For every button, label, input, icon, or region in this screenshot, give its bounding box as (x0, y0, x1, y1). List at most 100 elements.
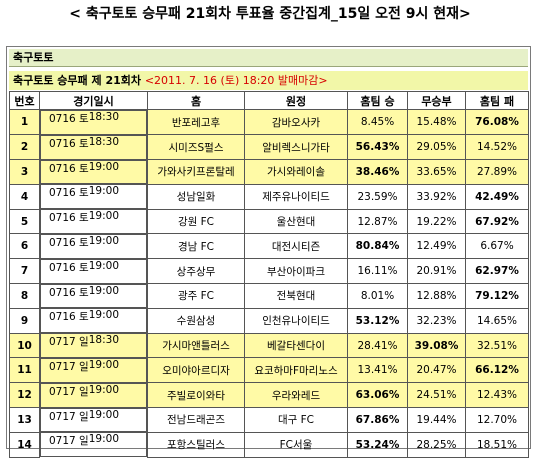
row-datetime: 0716 토 19:00 (40, 159, 147, 185)
row-number: 10 (9, 332, 40, 359)
row-win-pct: 8.01% (347, 283, 408, 309)
row-win-pct: 63.06% (347, 382, 408, 409)
row-away-team: 대구 FC (244, 407, 348, 433)
row-home-team: 강원 FC (147, 208, 245, 235)
row-loss-pct: 12.70% (465, 407, 529, 433)
row-loss-pct: 79.12% (465, 283, 529, 309)
row-away-team: 인천유나이티드 (244, 307, 348, 334)
row-datetime: 0716 토 19:00 (40, 233, 147, 259)
row-datetime: 0716 토 19:00 (40, 184, 147, 210)
row-draw-pct: 12.88% (407, 283, 466, 309)
row-win-pct: 16.11% (347, 258, 408, 285)
row-time: 18:30 (88, 334, 119, 347)
row-away-team: 대전시티즌 (244, 233, 348, 260)
vote-table: 번호 경기일시 홈 원정 홈팀 승 무승부 홈팀 패 1 0716 토 18:30 반… (9, 91, 529, 458)
row-date: 0716 토 (49, 236, 89, 249)
row-home-team: 성남일화 (147, 183, 245, 210)
row-away-team: 요코하마F마리노스 (244, 357, 348, 384)
row-number: 13 (9, 407, 40, 433)
row-draw-pct: 15.48% (407, 108, 466, 136)
table-row: 9 0716 토 19:00 수원삼성 인천유나이티드 53.12% 32.23% 14.65… (9, 307, 529, 334)
row-win-pct: 56.43% (347, 134, 408, 161)
row-win-pct: 28.41% (347, 332, 408, 359)
row-date: 0717 일 (49, 385, 89, 398)
row-loss-pct: 66.12% (465, 357, 529, 384)
row-time: 19:00 (88, 259, 119, 272)
round-header: 축구토토 승무패 제 21회차 <2011. 7. 16 (토) 18:20 발… (9, 71, 528, 90)
row-draw-pct: 32.23% (407, 307, 466, 334)
table-row: 1 0716 토 18:30 반포레고후 감바오사카 8.45% 15.48% 76.08% (9, 108, 529, 136)
row-win-pct: 13.41% (347, 357, 408, 384)
row-away-team: 제주유나이티드 (244, 183, 348, 210)
table-row: 6 0716 토 19:00 경남 FC 대전시티즌 80.84% 12.49% 6.67% (9, 233, 529, 260)
table-row: 11 0717 일 19:00 오미야아르디자 요코하마F마리노스 13.41% 20.47… (9, 357, 529, 384)
row-loss-pct: 62.97% (465, 258, 529, 285)
row-win-pct: 67.86% (347, 407, 408, 433)
row-loss-pct: 42.49% (465, 183, 529, 210)
row-date: 0716 토 (49, 286, 89, 299)
row-time: 19:00 (88, 185, 119, 198)
row-time: 19:00 (88, 284, 119, 297)
row-date: 0717 일 (49, 435, 89, 448)
row-loss-pct: 18.51% (465, 431, 529, 458)
row-date: 0716 토 (49, 113, 89, 125)
row-time: 19:00 (88, 433, 119, 446)
row-time: 19:00 (88, 210, 119, 223)
row-number: 6 (9, 233, 40, 260)
row-home-team: 가와사키프론탈레 (147, 159, 245, 185)
table-row: 10 0717 일 18:30 가시마앤틀러스 베갈타센다이 28.41% 39.08% 32… (9, 332, 529, 359)
row-win-pct: 53.24% (347, 431, 408, 458)
row-datetime: 0716 토 19:00 (40, 209, 147, 234)
row-loss-pct: 76.08% (465, 108, 529, 136)
row-number: 1 (9, 108, 40, 136)
table-row: 12 0717 일 19:00 주빌로이와타 우라와레드 63.06% 24.51% 12.4… (9, 382, 529, 409)
row-loss-pct: 6.67% (465, 233, 529, 260)
row-datetime: 0716 토 19:00 (40, 308, 147, 334)
row-number: 8 (9, 283, 40, 309)
row-loss-pct: 27.89% (465, 159, 529, 185)
table-row: 13 0717 일 19:00 전남드래곤즈 대구 FC 67.86% 19.44% 12.7… (9, 407, 529, 433)
row-home-team: 가시마앤틀러스 (147, 332, 245, 359)
row-date: 0716 토 (49, 212, 89, 225)
round-label: 축구토토 승무패 제 21회차 (13, 74, 141, 87)
table-row: 2 0716 토 18:30 시미즈S펄스 알비렉스니가타 56.43% 29.05% 14.… (9, 134, 529, 161)
page-title: < 축구토토 승무패 21회차 투표율 중간집계_15일 오전 9시 현재> (69, 6, 471, 22)
row-draw-pct: 12.49% (407, 233, 466, 260)
col-home: 홈 (147, 91, 245, 110)
row-datetime: 0717 일 18:30 (40, 333, 147, 358)
row-time: 19:00 (88, 234, 119, 247)
row-home-team: 수원삼성 (147, 307, 245, 334)
col-away: 원정 (244, 91, 348, 110)
row-away-team: 전북현대 (244, 283, 348, 309)
row-date: 0716 토 (49, 137, 89, 150)
table-row: 8 0716 토 19:00 광주 FC 전북현대 8.01% 12.88% 79.12% (9, 283, 529, 309)
row-win-pct: 80.84% (347, 233, 408, 260)
row-away-team: 베갈타센다이 (244, 332, 348, 359)
row-home-team: 주빌로이와타 (147, 382, 245, 409)
row-away-team: 알비렉스니가타 (244, 134, 348, 161)
row-datetime: 0717 일 19:00 (40, 357, 147, 383)
row-draw-pct: 19.22% (407, 208, 466, 235)
row-draw-pct: 29.05% (407, 134, 466, 161)
row-away-team: FC서울 (244, 431, 348, 458)
row-away-team: 우라와레드 (244, 382, 348, 409)
row-number: 2 (9, 134, 40, 161)
row-number: 14 (9, 431, 40, 458)
table-row: 3 0716 토 19:00 가와사키프론탈레 가시와레이솔 38.46% 33.65% 27… (9, 159, 529, 185)
row-time: 19:00 (88, 408, 119, 421)
row-date: 0716 토 (49, 311, 89, 324)
row-number: 5 (9, 208, 40, 235)
row-home-team: 오미야아르디자 (147, 357, 245, 384)
row-date: 0717 일 (49, 410, 89, 423)
row-away-team: 가시와레이솔 (244, 159, 348, 185)
row-draw-pct: 19.44% (407, 407, 466, 433)
row-away-team: 부산아이파크 (244, 258, 348, 285)
row-time: 19:00 (88, 309, 119, 322)
table-row: 14 0717 일 19:00 포항스틸러스 FC서울 53.24% 28.25% 18.51… (9, 431, 529, 458)
col-number: 번호 (9, 91, 40, 110)
row-draw-pct: 28.25% (407, 431, 466, 458)
row-win-pct: 23.59% (347, 183, 408, 210)
row-number: 12 (9, 382, 40, 409)
row-home-team: 포항스틸러스 (147, 431, 245, 458)
row-home-team: 반포레고후 (147, 108, 245, 136)
